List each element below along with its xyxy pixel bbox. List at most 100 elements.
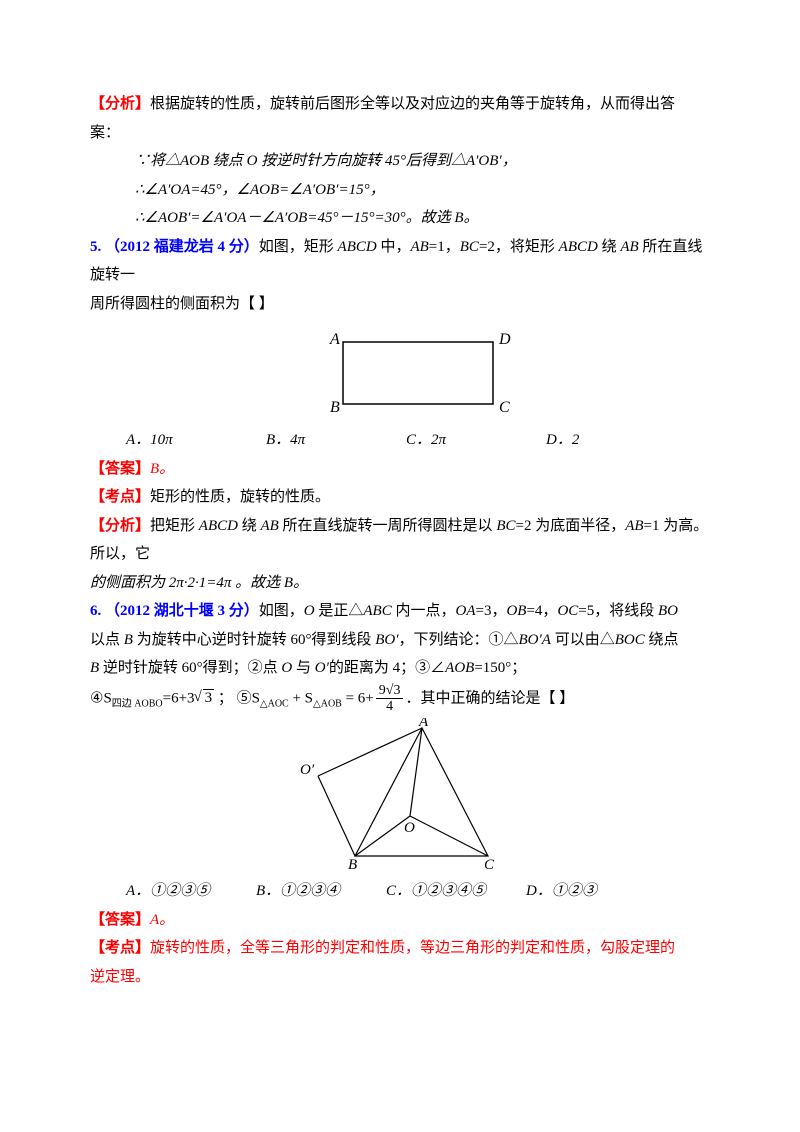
q5-point-text: 矩形的性质，旋转的性质。 [150, 489, 330, 505]
analysis-text-1a: 根据旋转的性质，旋转前后图形全等以及对应边的夹角等于旋转角，从而得出答 [150, 96, 675, 112]
q5-option-b: B．4π [266, 426, 406, 455]
therefore-line-1: ∵将△AOB 绕点 O 按逆时针方向旋转 45°后得到△A′OB′， [135, 153, 517, 169]
fraction-icon: 9√34 [376, 683, 404, 715]
q6-t6: =5，将线段 [578, 603, 658, 619]
q6-point-text1: 旋转的性质，全等三角形的判定和性质，等边三角形的判定和性质，勾股定理的 [150, 940, 675, 956]
q5-point-label: 【考点】 [90, 489, 150, 505]
svg-text:O: O [404, 820, 415, 836]
q5-prefix: 5. （2012 福建龙岩 4 分） [90, 239, 259, 255]
q6-option-b: B．①②③④ [256, 877, 386, 906]
q6-oc: OC [557, 603, 578, 619]
q6-t3: 内一点， [392, 603, 456, 619]
q6-abc: ABC [363, 603, 391, 619]
q5-at1: 把矩形 [150, 518, 199, 534]
svg-text:A: A [418, 718, 429, 730]
q5-answer-label: 【答案】 [90, 461, 150, 477]
q6-answer-value: A。 [150, 912, 174, 928]
q6-option-d: D．①②③ [526, 877, 646, 906]
q5-option-d: D．2 [546, 426, 666, 455]
q6-t4: =3， [476, 603, 507, 619]
q6-l2b: 为旋转中心逆时针旋转 60°得到线段 [133, 632, 375, 648]
q6-t1: 如图， [259, 603, 304, 619]
svg-text:B: B [348, 857, 357, 873]
q6-aob: AOB [445, 660, 474, 676]
q6-l4b: =6+3 [163, 690, 195, 706]
q6-frac-num: 9√3 [376, 683, 404, 699]
q5-text-5: 绕 [598, 239, 621, 255]
q6-l2d: 可以由△ [551, 632, 615, 648]
q6-oa: OA [456, 603, 476, 619]
q5-answer-value: B。 [150, 461, 174, 477]
q6-boprimea: BO′A [519, 632, 551, 648]
q5-figure: A D B C [90, 322, 710, 422]
q6-sqrt3a: 3 [203, 689, 215, 706]
q6-answer-label: 【答案】 [90, 912, 150, 928]
q5-text-3: =1， [429, 239, 460, 255]
q6-boprime: BO′ [375, 632, 398, 648]
q6-option-a: A．①②③⑤ [126, 877, 256, 906]
therefore-line-2: ∴∠A′OA=45°，∠AOB=∠A′OB′=15°， [135, 182, 385, 198]
q6-t5: =4， [526, 603, 557, 619]
analysis-label: 【分析】 [90, 96, 150, 112]
svg-text:C: C [499, 399, 510, 416]
q5-at2: 绕 [238, 518, 261, 534]
q6-sub-quad: 四边 AOBO [112, 698, 163, 709]
q6-prefix: 6. （2012 湖北十堰 3 分） [90, 603, 259, 619]
q6-l2a: 以点 [90, 632, 124, 648]
q6-point-label: 【考点】 [90, 940, 150, 956]
triangle-figure-svg: A B C O O′ [270, 718, 530, 873]
q6-plus: + S [289, 690, 313, 706]
svg-text:D: D [498, 331, 511, 348]
q6-l4d: ．其中正确的结论是【 】 [405, 690, 574, 706]
q5-line2: 周所得圆柱的侧面积为【 】 [90, 296, 274, 312]
svg-text:C: C [484, 857, 495, 873]
q6-l3d: =150°； [474, 660, 526, 676]
q6-frac-den: 4 [376, 699, 404, 714]
q6-l3a: 逆时针旋转 60°得到；②点 [99, 660, 281, 676]
svg-text:A: A [329, 331, 340, 348]
q5-option-c: C．2π [406, 426, 546, 455]
q5-at-ab2: AB [625, 518, 643, 534]
q6-sub-aob: △AOB [313, 698, 342, 709]
q6-b2: B [90, 660, 99, 676]
q6-sub-aoc: △AOC [260, 698, 289, 709]
q5-abcd: ABCD [338, 239, 377, 255]
sqrt-icon: 3 [195, 684, 215, 713]
svg-text:B: B [330, 399, 340, 416]
q6-option-c: C．①②③④⑤ [386, 877, 526, 906]
q6-b: B [124, 632, 133, 648]
q5-at-ab: AB [260, 518, 278, 534]
q6-bo: BO [658, 603, 678, 619]
q5-option-a: A．10π [126, 426, 266, 455]
q6-eq: = 6+ [342, 690, 374, 706]
q6-l3b: 与 [292, 660, 315, 676]
rectangle-figure-svg: A D B C [285, 322, 515, 422]
q5-bc: BC [460, 239, 479, 255]
q5-at-abcd: ABCD [199, 518, 238, 534]
q5-analysis-line2: 的侧面积为 2π·2·1=4π 。故选 B。 [90, 575, 308, 591]
q6-l2c: ，下列结论：①△ [398, 632, 518, 648]
q6-options: A．①②③⑤ B．①②③④ C．①②③④⑤ D．①②③ [90, 877, 710, 906]
therefore-line-3: ∴∠AOB′=∠A′OA－∠A′OB=45°－15°=30°。故选 B。 [135, 210, 478, 226]
q6-figure: A B C O O′ [90, 718, 710, 873]
q5-text-2: 中， [377, 239, 411, 255]
q6-l4a: ④S [90, 690, 112, 706]
q6-o: O [304, 603, 315, 619]
q5-text-4: =2，将矩形 [479, 239, 559, 255]
svg-text:O′: O′ [300, 762, 315, 778]
q5-at-bc: BC [496, 518, 515, 534]
q5-ab-2: AB [620, 239, 638, 255]
q6-oprime: O′ [315, 660, 329, 676]
q6-o3: O [281, 660, 292, 676]
q6-l4c: ； ⑤S [214, 690, 260, 706]
q5-at4: =2 为底面半径， [515, 518, 625, 534]
analysis-text-1b: 案： [90, 125, 120, 141]
q5-at3: 所在直线旋转一周所得圆柱是以 [279, 518, 497, 534]
q6-point-text2: 逆定理。 [90, 969, 150, 985]
q6-t2: 是正△ [315, 603, 364, 619]
q5-text-1: 如图，矩形 [259, 239, 338, 255]
q5-abcd-2: ABCD [559, 239, 598, 255]
q5-options: A．10π B．4π C．2π D．2 [90, 426, 710, 455]
q6-l3c: 的距离为 4；③∠ [329, 660, 445, 676]
q6-ob: OB [506, 603, 526, 619]
